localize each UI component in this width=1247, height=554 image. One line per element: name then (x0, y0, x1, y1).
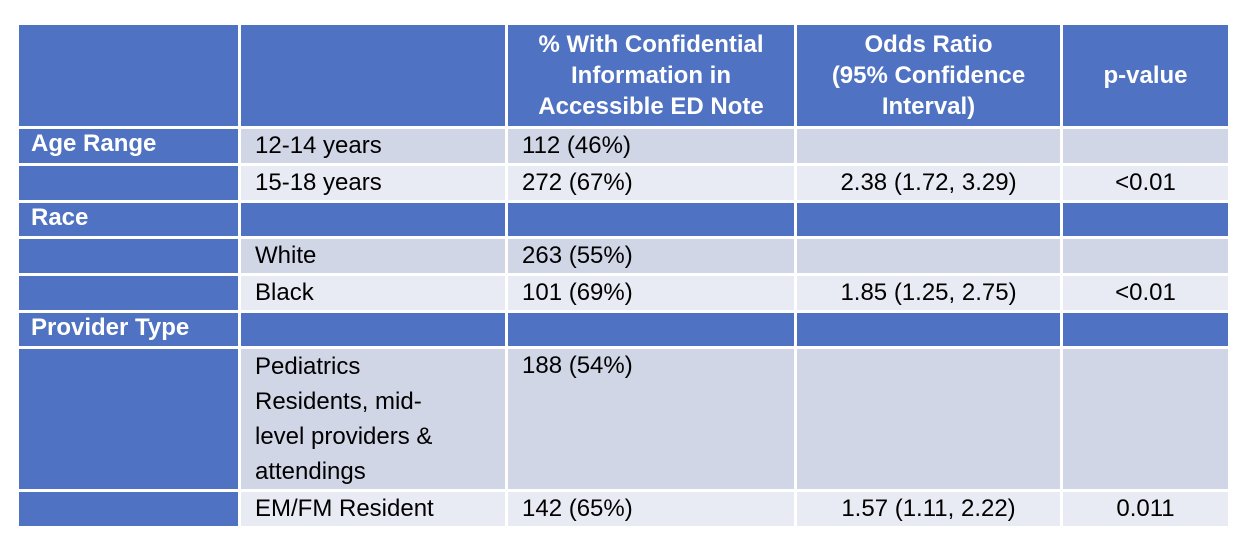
odds-ratio-cell (797, 239, 1063, 276)
percent-cell: 142 (65%) (508, 492, 797, 526)
p-value-cell: <0.01 (1063, 276, 1228, 313)
header-row: % With Confidential Information in Acces… (19, 25, 1228, 129)
group-spacer-cell (19, 276, 241, 313)
group-spacer-cell (1063, 203, 1228, 239)
group-label-age-range: Age Range (19, 129, 241, 166)
row-label-line: level providers & (255, 423, 433, 450)
row-label: 12-14 years (241, 129, 508, 166)
p-value-cell: 0.011 (1063, 492, 1228, 526)
row-label: Black (241, 276, 508, 313)
row-label-line: attendings (255, 458, 366, 485)
group-label-race: Race (19, 203, 241, 239)
row-label-line: Pediatrics (255, 353, 361, 380)
group-spacer-cell (508, 203, 797, 239)
p-value-cell: <0.01 (1063, 166, 1228, 203)
table-row: EM/FM Resident 142 (65%) 1.57 (1.11, 2.2… (19, 492, 1228, 526)
percent-cell: 112 (46%) (508, 129, 797, 166)
header-odds-ratio: Odds Ratio (95% Confidence Interval) (797, 25, 1063, 129)
percent-cell: 272 (67%) (508, 166, 797, 203)
p-value-cell (1063, 349, 1228, 492)
header-percent-confidential: % With Confidential Information in Acces… (508, 25, 797, 129)
p-value-cell (1063, 129, 1228, 166)
header-line: (95% Confidence (831, 62, 1026, 89)
row-label: White (241, 239, 508, 276)
row-label: 15-18 years (241, 166, 508, 203)
group-spacer-cell (19, 349, 241, 492)
odds-ratio-cell (797, 129, 1063, 166)
odds-ratio-cell: 1.57 (1.11, 2.22) (797, 492, 1063, 526)
percent-cell: 263 (55%) (508, 239, 797, 276)
group-spacer-cell (797, 203, 1063, 239)
group-spacer-cell (241, 203, 508, 239)
row-label-line: Residents, mid- (255, 388, 422, 415)
table-row: White 263 (55%) (19, 239, 1228, 276)
results-table: % With Confidential Information in Acces… (19, 25, 1228, 526)
table-row: 15-18 years 272 (67%) 2.38 (1.72, 3.29) … (19, 166, 1228, 203)
odds-ratio-cell (797, 349, 1063, 492)
table-row: Age Range 12-14 years 112 (46%) (19, 129, 1228, 166)
header-cell-empty-2 (241, 25, 508, 129)
row-label: EM/FM Resident (241, 492, 508, 526)
header-line: Accessible ED Note (538, 93, 764, 120)
odds-ratio-cell: 1.85 (1.25, 2.75) (797, 276, 1063, 313)
group-row: Provider Type (19, 313, 1228, 349)
group-spacer-cell (19, 239, 241, 276)
p-value-cell (1063, 239, 1228, 276)
header-line: % With Confidential (538, 31, 764, 58)
percent-cell: 101 (69%) (508, 276, 797, 313)
header-p-value: p-value (1063, 25, 1228, 129)
percent-cell: 188 (54%) (508, 349, 797, 492)
group-spacer-cell (19, 492, 241, 526)
table-row: Pediatrics Residents, mid- level provide… (19, 349, 1228, 492)
row-label: Pediatrics Residents, mid- level provide… (241, 349, 508, 492)
odds-ratio-cell: 2.38 (1.72, 3.29) (797, 166, 1063, 203)
group-spacer-cell (508, 313, 797, 349)
header-cell-empty-1 (19, 25, 241, 129)
header-line: Information in (571, 62, 731, 89)
group-spacer-cell (241, 313, 508, 349)
header-line: Odds Ratio (864, 31, 993, 58)
group-spacer-cell (1063, 313, 1228, 349)
table-row: Black 101 (69%) 1.85 (1.25, 2.75) <0.01 (19, 276, 1228, 313)
group-row: Race (19, 203, 1228, 239)
header-line: Interval) (881, 93, 976, 120)
group-spacer-cell (19, 166, 241, 203)
group-label-provider-type: Provider Type (19, 313, 241, 349)
group-spacer-cell (797, 313, 1063, 349)
